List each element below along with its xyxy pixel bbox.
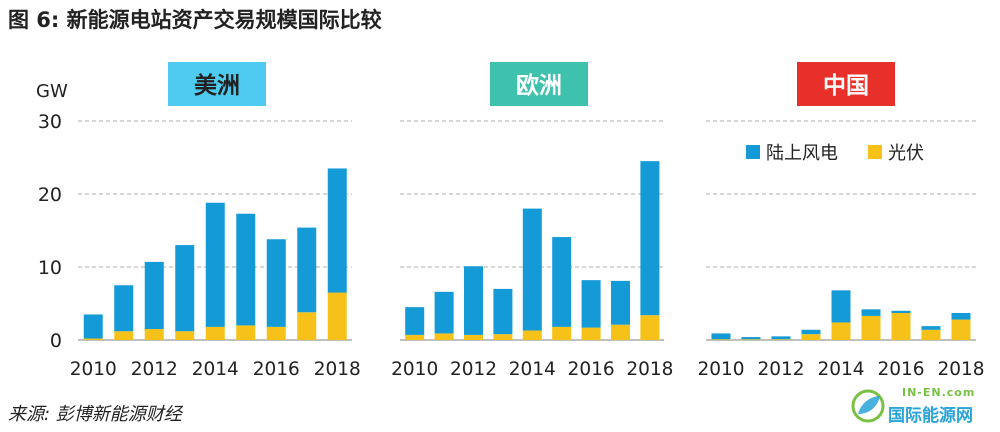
x-tick-label: 2016 bbox=[253, 359, 300, 380]
x-tick-label: 2010 bbox=[697, 359, 744, 380]
bar-solar-2013 bbox=[175, 331, 195, 340]
legend-swatch-wind bbox=[746, 145, 760, 159]
panel-title: 中国 bbox=[823, 73, 869, 99]
legend: 陆上风电 光伏 bbox=[746, 143, 924, 164]
bar-solar-2015 bbox=[861, 315, 881, 340]
y-tick-label: 10 bbox=[38, 257, 62, 279]
bar-wind-2016 bbox=[891, 310, 911, 313]
bar-solar-2012 bbox=[464, 334, 483, 340]
bar-wind-2012 bbox=[464, 266, 483, 335]
panel-title-badge bbox=[168, 62, 266, 106]
leaf-logo-icon bbox=[851, 389, 885, 423]
bar-solar-2017 bbox=[921, 329, 941, 340]
bar-wind-2013 bbox=[801, 329, 821, 335]
bar-solar-2018 bbox=[327, 292, 347, 340]
bar-solar-2013 bbox=[493, 334, 513, 340]
bar-solar-2011 bbox=[114, 331, 134, 340]
bar-solar-2017 bbox=[297, 312, 317, 340]
bar-solar-2010 bbox=[83, 338, 103, 340]
bar-solar-2013 bbox=[801, 334, 821, 340]
bar-wind-2010 bbox=[711, 333, 731, 340]
panel-title-badge bbox=[490, 62, 588, 106]
bar-wind-2011 bbox=[434, 291, 454, 334]
bar-wind-2017 bbox=[611, 280, 630, 325]
legend-label-solar: 光伏 bbox=[888, 143, 924, 164]
bar-wind-2018 bbox=[327, 168, 347, 293]
figure-title: 图 6: 新能源电站资产交易规模国际比较 bbox=[8, 8, 382, 32]
bar-wind-2016 bbox=[266, 239, 286, 327]
y-axis-unit-label: GW bbox=[36, 81, 68, 102]
bar-wind-2010 bbox=[405, 307, 425, 335]
panel-title: 欧洲 bbox=[516, 73, 562, 99]
bar-wind-2012 bbox=[771, 336, 791, 340]
bar-solar-2018 bbox=[951, 319, 971, 340]
bar-solar-2014 bbox=[522, 330, 542, 340]
bar-solar-2015 bbox=[236, 325, 256, 340]
bar-wind-2016 bbox=[581, 280, 601, 328]
x-tick-label: 2016 bbox=[568, 359, 615, 380]
x-tick-label: 2014 bbox=[817, 359, 864, 380]
bar-wind-2013 bbox=[175, 245, 195, 332]
y-tick-label: 30 bbox=[38, 111, 62, 133]
bar-wind-2010 bbox=[83, 314, 103, 339]
bar-solar-2014 bbox=[205, 326, 225, 340]
x-tick-label: 2010 bbox=[391, 359, 438, 380]
x-tick-label: 2014 bbox=[509, 359, 556, 380]
chart-panel-3: 中国 2010 2012 2014 2016 2018 bbox=[697, 62, 985, 380]
bar-solar-2018 bbox=[640, 315, 660, 340]
watermark: IN-EN.com 国际能源网 bbox=[848, 384, 998, 428]
legend-label-wind: 陆上风电 bbox=[766, 143, 838, 164]
bar-solar-2015 bbox=[552, 326, 572, 340]
x-tick-label: 2010 bbox=[70, 359, 117, 380]
bar-solar-2016 bbox=[581, 327, 601, 340]
panel-title: 美洲 bbox=[194, 72, 240, 99]
bar-wind-2014 bbox=[831, 290, 851, 323]
x-tick-label: 2014 bbox=[192, 359, 239, 380]
chart-panel-1: 美洲 2010 2012 2014 2016 2018 bbox=[70, 62, 361, 380]
watermark-top: IN-EN.com bbox=[902, 386, 976, 399]
bar-solar-2011 bbox=[741, 339, 761, 340]
x-tick-label: 2012 bbox=[131, 359, 178, 380]
x-tick-label: 2018 bbox=[937, 359, 984, 380]
bar-solar-2014 bbox=[831, 322, 851, 340]
x-tick-label: 2012 bbox=[450, 359, 497, 380]
bar-wind-2018 bbox=[951, 312, 971, 320]
panel-title-badge bbox=[797, 62, 895, 106]
bar-solar-2016 bbox=[891, 312, 911, 340]
bar-solar-2012 bbox=[771, 339, 791, 340]
legend-swatch-solar bbox=[868, 145, 882, 159]
y-tick-label: 20 bbox=[38, 184, 62, 206]
bar-solar-2016 bbox=[266, 326, 286, 340]
x-tick-label: 2016 bbox=[877, 359, 924, 380]
bar-wind-2014 bbox=[522, 208, 542, 331]
bar-solar-2010 bbox=[711, 339, 731, 340]
bar-wind-2018 bbox=[640, 161, 660, 316]
bar-wind-2013 bbox=[493, 288, 513, 335]
x-tick-label: 2012 bbox=[757, 359, 804, 380]
bar-solar-2017 bbox=[611, 324, 630, 340]
bar-solar-2010 bbox=[405, 334, 425, 340]
x-tick-label: 2018 bbox=[314, 359, 361, 380]
bar-wind-2017 bbox=[297, 227, 317, 313]
bar-solar-2012 bbox=[144, 329, 164, 340]
watermark-main: 国际能源网 bbox=[888, 406, 973, 426]
bar-wind-2015 bbox=[236, 213, 256, 326]
source-note: 来源: 彭博新能源财经 bbox=[8, 404, 182, 425]
bar-wind-2015 bbox=[552, 237, 572, 327]
bar-wind-2011 bbox=[114, 285, 134, 332]
bar-wind-2017 bbox=[921, 326, 941, 330]
chart-panel-2: 欧洲 2010 2012 2014 2016 2018 bbox=[391, 62, 673, 380]
bar-wind-2014 bbox=[205, 202, 225, 327]
bar-wind-2011 bbox=[741, 337, 761, 340]
bar-wind-2015 bbox=[861, 309, 881, 316]
bar-solar-2011 bbox=[434, 333, 454, 340]
y-tick-label: 0 bbox=[50, 330, 62, 352]
x-tick-label: 2018 bbox=[626, 359, 673, 380]
bar-wind-2012 bbox=[144, 261, 164, 330]
